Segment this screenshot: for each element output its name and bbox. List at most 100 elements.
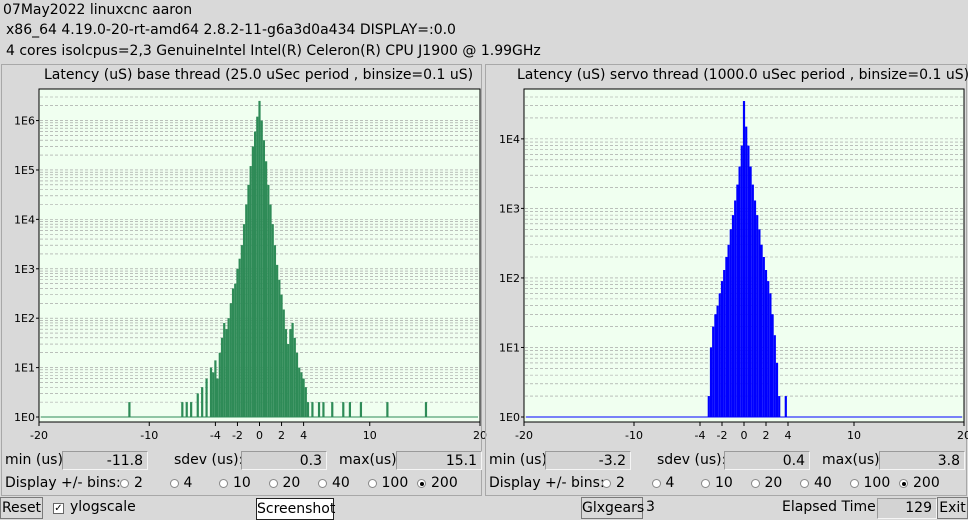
base-thread-title: Latency (uS) base thread (25.0 uSec peri… bbox=[44, 67, 474, 83]
base-bar bbox=[269, 204, 272, 417]
header-date-host: 07May2022 linuxcnc aaron bbox=[3, 2, 193, 18]
base-bar bbox=[293, 337, 296, 417]
servo-bins-radio-2[interactable] bbox=[602, 479, 611, 488]
base-xtick-label: 2 bbox=[278, 429, 285, 442]
servo-ytick-label: 1E1 bbox=[499, 341, 520, 354]
base-ytick-label: 1E5 bbox=[14, 164, 35, 177]
servo-bins-label-10: 10 bbox=[715, 475, 733, 491]
servo-xtick-label: -2 bbox=[717, 429, 728, 442]
base-bar bbox=[302, 378, 305, 417]
base-xtick-label: -4 bbox=[210, 429, 221, 442]
servo-bar bbox=[767, 281, 770, 417]
ylogscale-checkbox[interactable]: ✓ bbox=[53, 503, 64, 514]
base-bar bbox=[205, 378, 208, 417]
base-bar bbox=[265, 161, 268, 417]
base-bar bbox=[348, 402, 352, 417]
servo-bar bbox=[725, 257, 728, 417]
base-bar bbox=[306, 402, 310, 417]
servo-bar bbox=[764, 270, 768, 417]
servo-ytick-label: 1E4 bbox=[499, 133, 520, 146]
base-ytick-label: 1E1 bbox=[14, 362, 35, 375]
base-ytick-label: 1E3 bbox=[14, 263, 35, 276]
base-min-value: -11.8 bbox=[62, 451, 148, 470]
servo-bar bbox=[729, 229, 732, 417]
base-bins-radio-10[interactable] bbox=[219, 479, 228, 488]
base-bar bbox=[300, 372, 303, 417]
header-kernel-info: x86_64 4.19.0-20-rt-amd64 2.8.2-11-g6a3d… bbox=[6, 22, 456, 38]
base-bar bbox=[223, 322, 226, 417]
base-bar bbox=[317, 402, 321, 417]
servo-bins-radio-10[interactable] bbox=[701, 479, 710, 488]
base-bins-radio-100[interactable] bbox=[367, 479, 377, 488]
base-bar bbox=[253, 131, 257, 417]
base-bar bbox=[258, 100, 261, 417]
base-bar bbox=[214, 360, 217, 417]
base-bins-radio-4[interactable] bbox=[169, 479, 179, 488]
base-xtick-label: 0 bbox=[256, 429, 263, 442]
base-bar bbox=[260, 120, 263, 417]
base-bar bbox=[280, 294, 283, 417]
base-bins-radio-200[interactable] bbox=[417, 479, 426, 488]
servo-bar bbox=[784, 396, 787, 417]
screenshot-button[interactable]: Screenshot bbox=[256, 498, 335, 520]
servo-thread-panel: Latency (uS) servo thread (1000.0 uSec p… bbox=[485, 64, 968, 496]
servo-bar bbox=[714, 314, 717, 417]
servo-xtick-label: -20 bbox=[515, 429, 533, 442]
servo-bar bbox=[736, 184, 739, 417]
base-bar bbox=[225, 329, 228, 417]
base-bar bbox=[251, 146, 254, 417]
check-mark-icon: ✓ bbox=[54, 503, 63, 514]
base-bar bbox=[216, 378, 219, 417]
base-xtick-label: -10 bbox=[140, 429, 158, 442]
base-bins-radio-20[interactable] bbox=[268, 479, 278, 488]
base-bar bbox=[276, 264, 279, 417]
base-bar bbox=[245, 204, 248, 417]
base-bar bbox=[234, 283, 237, 417]
servo-bins-radio-4[interactable] bbox=[651, 479, 661, 488]
base-bins-radio-2[interactable] bbox=[120, 479, 129, 488]
reset-button[interactable]: Reset bbox=[0, 497, 43, 519]
servo-xtick-label: 20 bbox=[957, 429, 968, 442]
base-bar bbox=[190, 402, 193, 417]
base-bar bbox=[424, 402, 428, 417]
exit-button[interactable]: Exit bbox=[937, 497, 968, 519]
base-bar bbox=[282, 309, 285, 417]
servo-bar bbox=[709, 347, 713, 417]
servo-bar bbox=[712, 326, 715, 417]
base-bar bbox=[249, 166, 252, 417]
servo-bins-radio-200[interactable] bbox=[899, 479, 908, 488]
ylogscale-label: ylogscale bbox=[70, 499, 136, 515]
servo-bins-radio-40[interactable] bbox=[800, 479, 809, 488]
servo-bins-label-4: 4 bbox=[665, 475, 675, 491]
servo-sdev-label: sdev (us): bbox=[657, 452, 727, 468]
base-bar bbox=[185, 402, 188, 417]
servo-bins-radio-20[interactable] bbox=[750, 479, 760, 488]
servo-xtick-label: 4 bbox=[785, 429, 792, 442]
servo-bar bbox=[716, 305, 719, 417]
servo-thread-title: Latency (uS) servo thread (1000.0 uSec p… bbox=[517, 67, 968, 83]
elapsed-time-value: 129 bbox=[877, 498, 937, 519]
servo-bar bbox=[747, 145, 750, 417]
base-bar bbox=[304, 387, 307, 417]
base-ytick-label: 1E0 bbox=[14, 411, 35, 424]
servo-ytick-label: 1E0 bbox=[499, 411, 520, 424]
servo-bar bbox=[740, 145, 743, 417]
servo-bar bbox=[749, 166, 752, 417]
servo-bar bbox=[731, 215, 735, 417]
base-ytick-label: 1E6 bbox=[14, 115, 35, 128]
servo-ytick-label: 1E2 bbox=[499, 272, 520, 285]
servo-bins-radio-100[interactable] bbox=[849, 479, 859, 488]
base-bar bbox=[311, 402, 314, 417]
base-min-label: min (us) bbox=[5, 452, 63, 468]
base-bar bbox=[289, 329, 292, 417]
base-bar bbox=[227, 318, 230, 417]
base-bins-label-40: 40 bbox=[332, 475, 350, 491]
base-bins-radio-40[interactable] bbox=[318, 479, 327, 488]
servo-bar bbox=[723, 270, 726, 417]
glxgears-button[interactable]: Glxgears bbox=[581, 497, 644, 519]
base-xtick-label: -20 bbox=[30, 429, 48, 442]
base-bins-label-2: 2 bbox=[134, 475, 143, 491]
base-bar bbox=[209, 367, 213, 417]
servo-max-value: 3.8 bbox=[879, 451, 965, 470]
